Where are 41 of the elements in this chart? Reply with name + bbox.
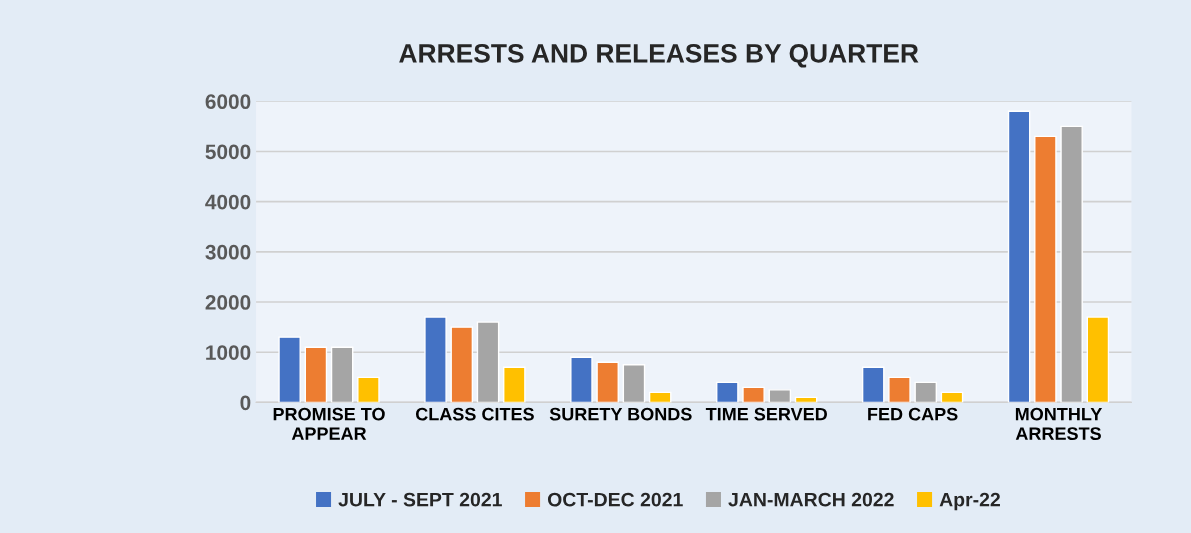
y-tick-label: 3000 (205, 244, 251, 260)
x-tick-label: CLASS CITES (415, 407, 534, 421)
x-tick-label: FED CAPS (868, 407, 958, 421)
x-tick-label: PROMISE TO APPEAR (273, 407, 385, 440)
bar (622, 364, 646, 403)
y-tick-label: 1000 (206, 345, 251, 360)
y-tick-label: 0 (240, 395, 251, 411)
bar (861, 366, 885, 403)
bar (648, 391, 672, 403)
legend-label: JAN-MARCH 2022 (728, 492, 894, 507)
bar (503, 366, 526, 403)
bar (330, 346, 354, 403)
bar (1007, 110, 1031, 403)
bar (596, 361, 619, 403)
y-tick-label: 5000 (205, 144, 251, 160)
legend-label: Apr-22 (939, 492, 1000, 511)
x-tick-label: TIME SERVED (705, 407, 827, 421)
bar (424, 316, 447, 403)
bar (914, 381, 938, 403)
y-tick-label: 4000 (205, 194, 251, 210)
x-tick-label: MONTHLY ARRESTS (1015, 407, 1103, 440)
y-tick-label: 2000 (205, 295, 251, 310)
y-tick-label: 6000 (205, 94, 251, 110)
bar (742, 386, 765, 403)
bar (357, 376, 380, 403)
bar (1086, 316, 1110, 403)
legend-label: JULY - SEPT 2021 (338, 492, 502, 507)
bar (888, 376, 911, 403)
bar (570, 356, 593, 403)
bar (304, 346, 328, 403)
bar (716, 381, 739, 403)
chart-title: ARRESTS AND RELEASES BY QUARTER (399, 43, 919, 68)
bar (450, 326, 474, 403)
bar (768, 389, 792, 403)
bar (278, 336, 301, 403)
bar (1034, 135, 1057, 403)
bar (1060, 125, 1083, 403)
bar (940, 391, 964, 403)
legend-label: OCT-DEC 2021 (547, 492, 683, 507)
x-tick-label: SURETY BONDS (549, 407, 692, 421)
bar (476, 321, 500, 403)
